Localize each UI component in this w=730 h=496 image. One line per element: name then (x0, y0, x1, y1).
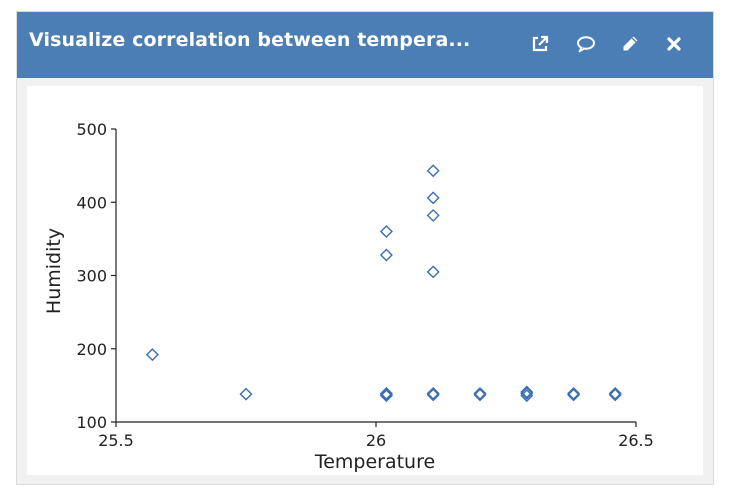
scatter-point (567, 388, 581, 402)
y-tick-label: 500 (76, 120, 107, 139)
scatter-point (379, 389, 393, 403)
scatter-point (426, 265, 440, 279)
scatter-point (567, 386, 581, 400)
x-tick-label: 26.5 (618, 431, 654, 450)
comment-icon (577, 36, 595, 53)
x-tick-label: 26 (366, 431, 386, 450)
scatter-point (426, 386, 440, 400)
open-external-icon (532, 35, 549, 52)
y-tick-label: 100 (76, 413, 107, 432)
edit-button[interactable] (617, 31, 643, 57)
scatter-point (473, 386, 487, 400)
y-tick-label: 200 (76, 340, 107, 359)
chart-widget: Visualize correlation between tempera... (16, 11, 714, 485)
close-button[interactable] (661, 31, 687, 57)
open-external-button[interactable] (527, 31, 553, 57)
widget-title: Visualize correlation between tempera... (29, 29, 471, 51)
scatter-point (379, 225, 393, 239)
chart-area: 100 200 300 400 500 25.5 26 26.5 Temperature Hu… (27, 86, 703, 475)
scatter-point (608, 386, 622, 400)
widget-header: Visualize correlation between tempera... (17, 12, 713, 78)
scatter-point (520, 389, 534, 403)
y-axis-title: Humidity (43, 228, 65, 314)
x-tick-label: 25.5 (98, 431, 134, 450)
scatter-point (379, 386, 393, 400)
scatter-point (473, 388, 487, 402)
scatter-point (426, 388, 440, 402)
scatter-point (145, 348, 159, 362)
edit-pencil-icon (623, 36, 638, 51)
scatter-point (379, 248, 393, 262)
scatter-point (520, 385, 534, 399)
scatter-point (426, 208, 440, 222)
y-tick-label: 300 (76, 267, 107, 286)
x-axis-title: Temperature (314, 451, 435, 473)
scatter-point (426, 191, 440, 205)
scatter-chart: 100 200 300 400 500 25.5 26 26.5 Temperature Hu… (43, 120, 654, 473)
y-tick-label: 400 (76, 193, 107, 212)
scatter-point (608, 388, 622, 402)
close-icon (667, 37, 681, 51)
scatter-point (520, 386, 534, 400)
comment-button[interactable] (573, 31, 599, 57)
scatter-point (239, 387, 253, 401)
scatter-point (426, 164, 440, 178)
